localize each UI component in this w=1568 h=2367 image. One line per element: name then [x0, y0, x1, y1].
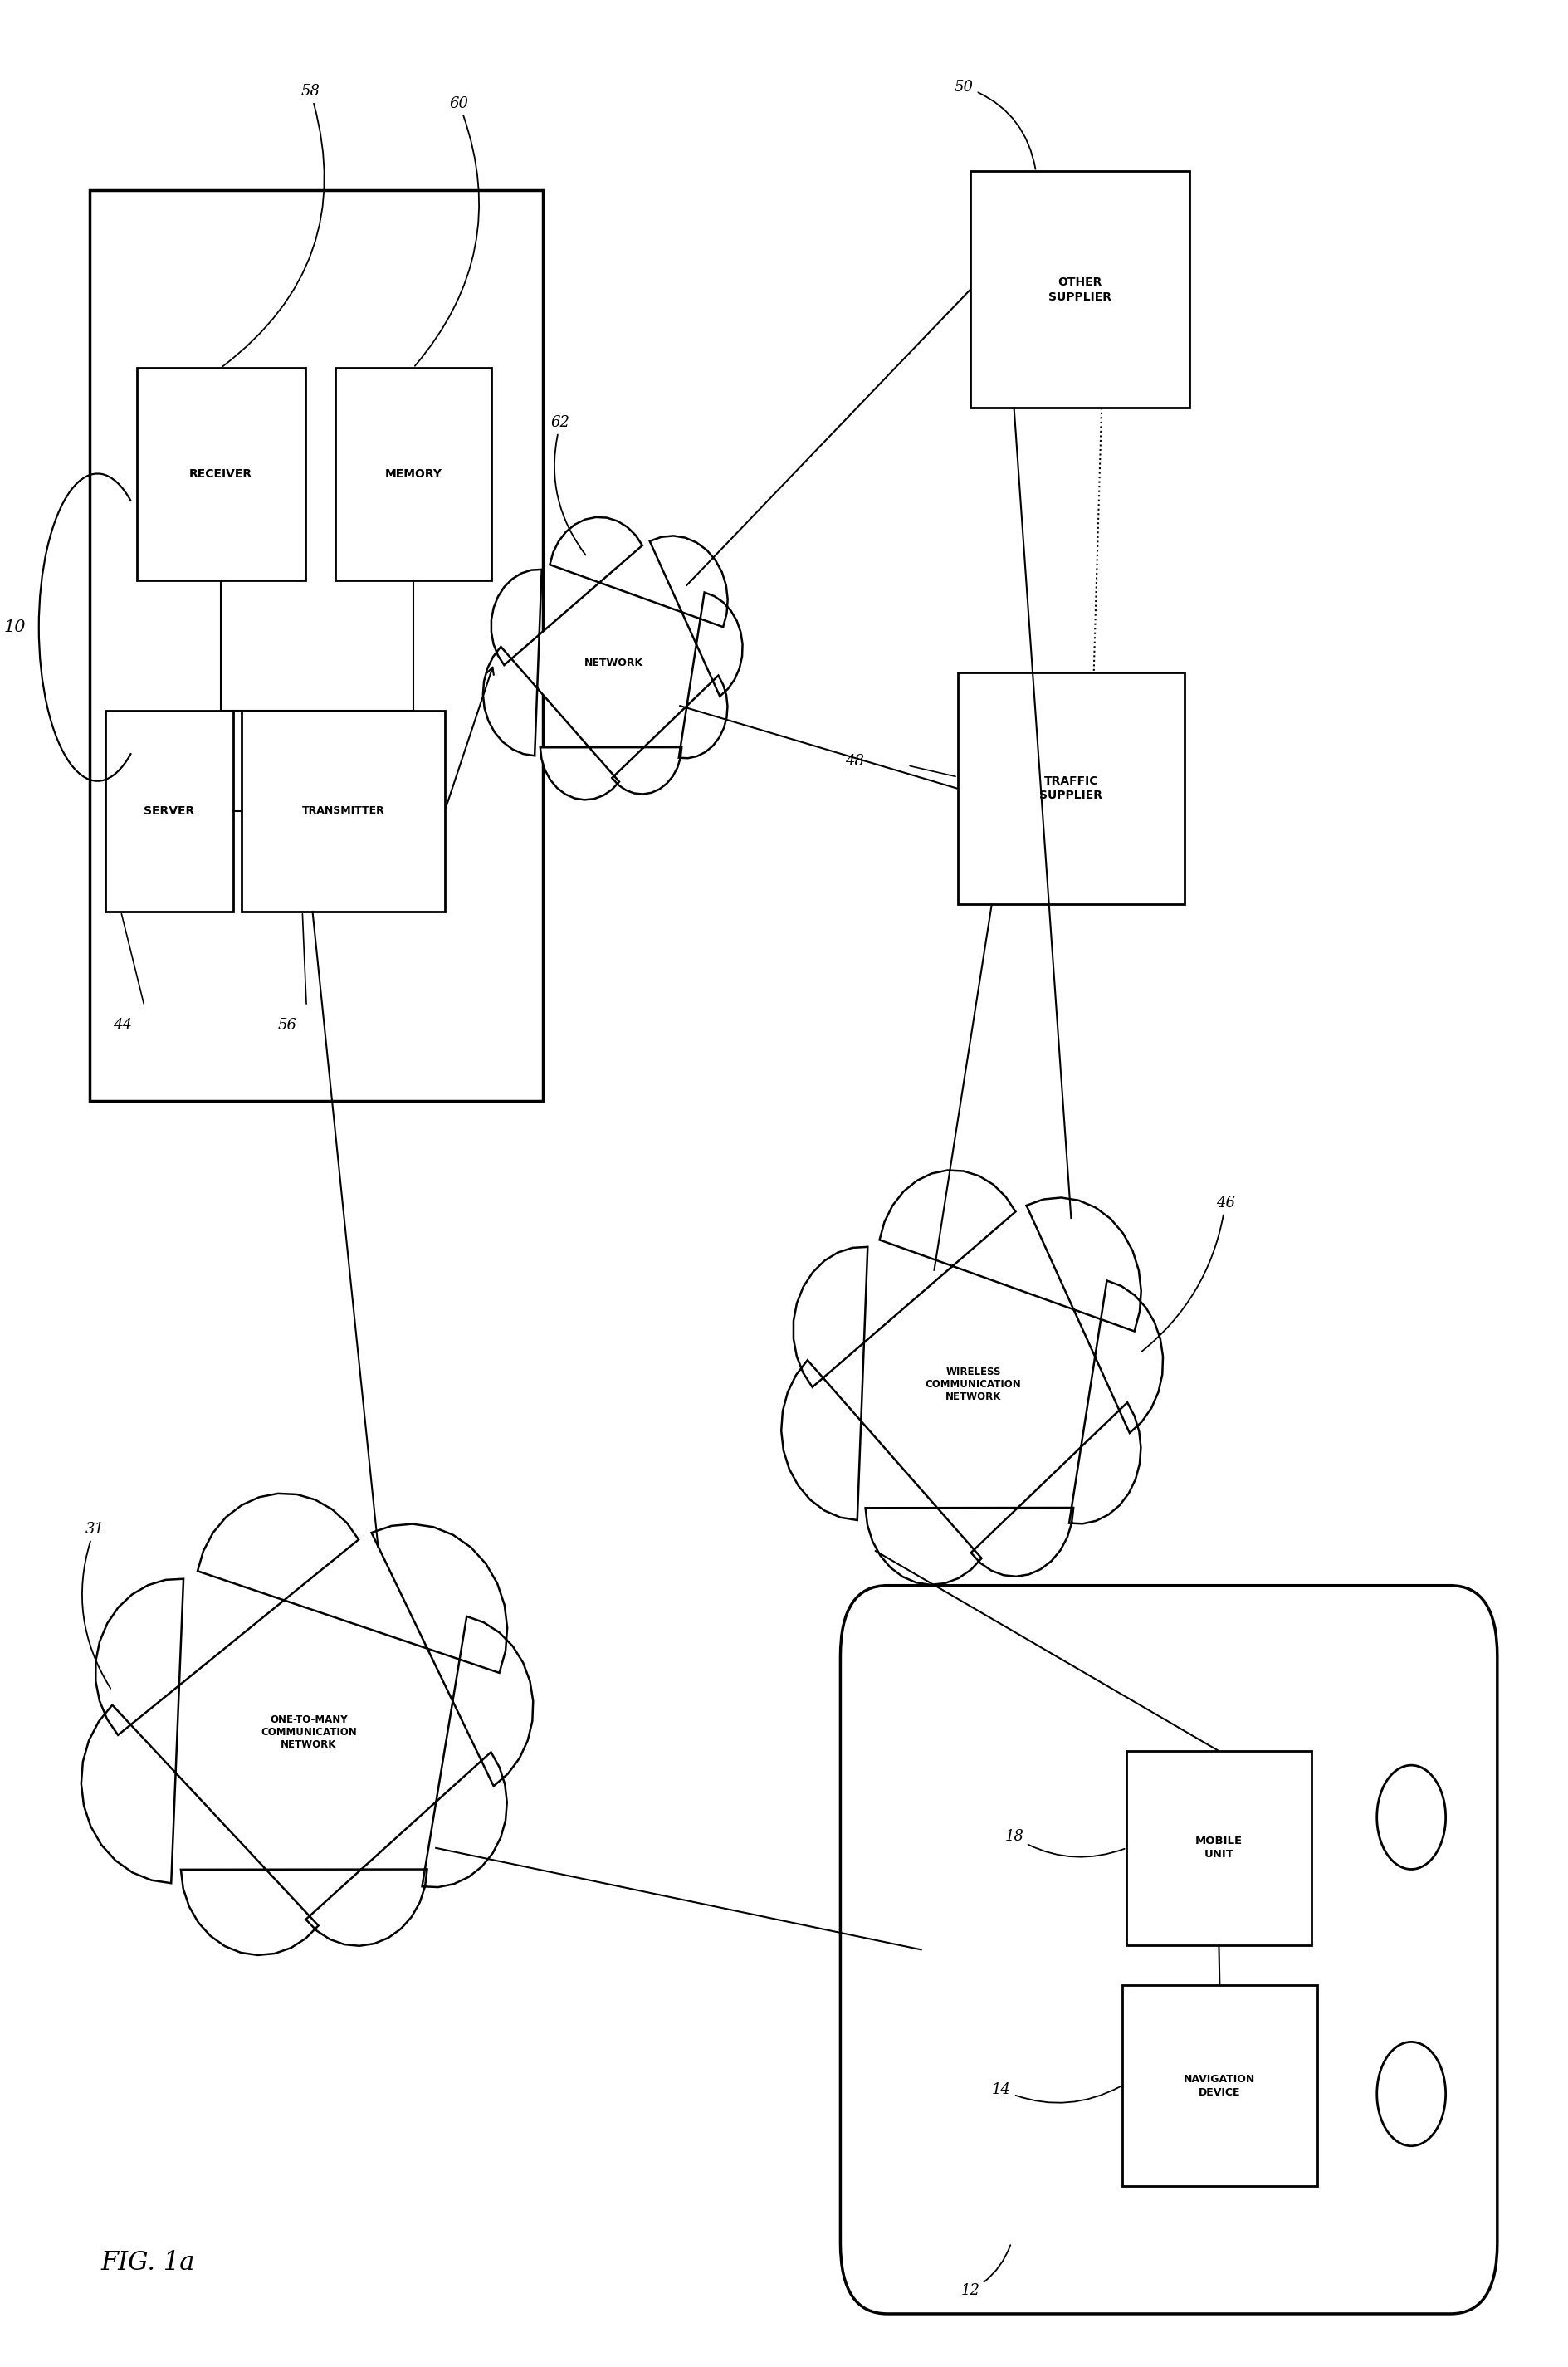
- Text: 12: 12: [960, 2244, 1010, 2298]
- Text: 10: 10: [3, 620, 25, 634]
- Text: MEMORY: MEMORY: [384, 469, 442, 481]
- Text: 60: 60: [414, 97, 478, 367]
- Text: 50: 50: [953, 80, 1035, 168]
- Text: SERVER: SERVER: [144, 805, 194, 817]
- Text: MOBILE
UNIT: MOBILE UNIT: [1195, 1837, 1242, 1860]
- Text: NAVIGATION
DEVICE: NAVIGATION DEVICE: [1184, 2073, 1254, 2097]
- Text: WIRELESS
COMMUNICATION
NETWORK: WIRELESS COMMUNICATION NETWORK: [925, 1366, 1021, 1401]
- FancyBboxPatch shape: [840, 1586, 1496, 2315]
- FancyBboxPatch shape: [136, 367, 306, 580]
- Text: FIG. 1a: FIG. 1a: [100, 2251, 194, 2277]
- Text: TRAFFIC
SUPPLIER: TRAFFIC SUPPLIER: [1040, 776, 1102, 802]
- Text: 31: 31: [82, 1522, 111, 1688]
- FancyBboxPatch shape: [1121, 1986, 1317, 2187]
- FancyBboxPatch shape: [241, 710, 444, 911]
- FancyBboxPatch shape: [89, 189, 543, 1101]
- Polygon shape: [781, 1169, 1162, 1586]
- Text: 14: 14: [991, 2083, 1120, 2102]
- Polygon shape: [82, 1494, 533, 1955]
- FancyBboxPatch shape: [336, 367, 491, 580]
- Circle shape: [1377, 2043, 1446, 2147]
- Text: 44: 44: [113, 1018, 132, 1032]
- Text: OTHER
SUPPLIER: OTHER SUPPLIER: [1047, 277, 1110, 303]
- Text: 18: 18: [1004, 1830, 1124, 1858]
- Text: 46: 46: [1140, 1195, 1234, 1352]
- Text: ONE-TO-MANY
COMMUNICATION
NETWORK: ONE-TO-MANY COMMUNICATION NETWORK: [260, 1714, 356, 1749]
- Text: NETWORK: NETWORK: [583, 658, 643, 667]
- FancyBboxPatch shape: [1126, 1752, 1311, 1946]
- Text: 58: 58: [223, 85, 325, 367]
- Circle shape: [1377, 1766, 1446, 1870]
- FancyBboxPatch shape: [969, 170, 1189, 407]
- Text: TRANSMITTER: TRANSMITTER: [301, 805, 384, 817]
- Polygon shape: [483, 516, 742, 800]
- Text: 56: 56: [278, 1018, 296, 1032]
- FancyBboxPatch shape: [105, 710, 234, 911]
- Text: 48: 48: [845, 753, 864, 769]
- FancyBboxPatch shape: [956, 672, 1184, 904]
- Text: RECEIVER: RECEIVER: [190, 469, 252, 481]
- Text: 62: 62: [550, 414, 585, 554]
